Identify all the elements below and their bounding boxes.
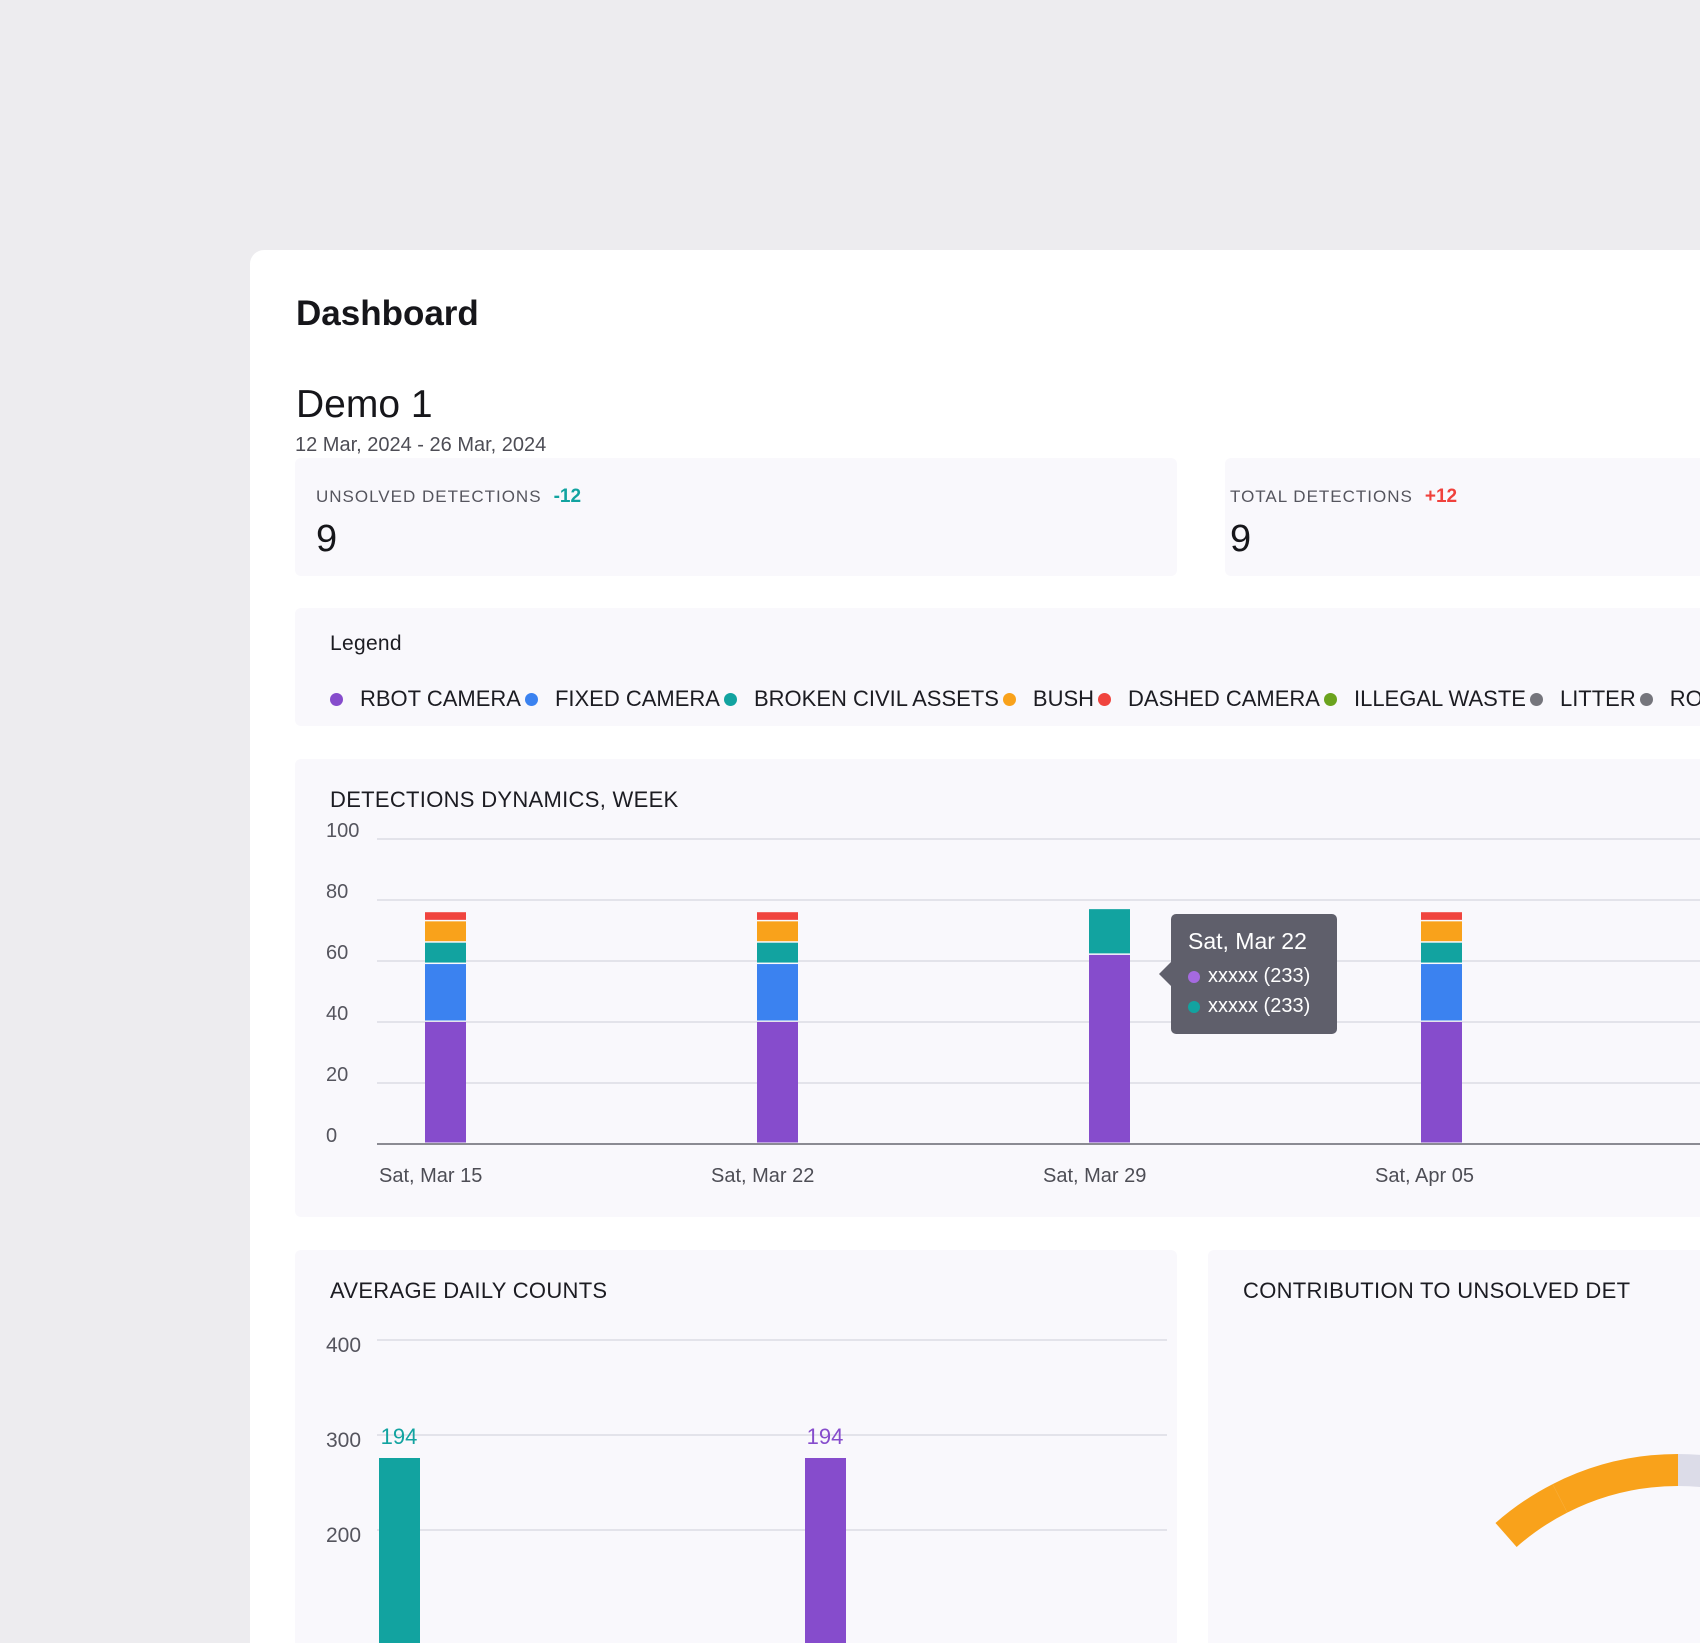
y-tick-label: 100 bbox=[326, 820, 359, 842]
stacked-bar-segment bbox=[1421, 964, 1462, 1021]
legend-label: FIXED CAMERA bbox=[554, 686, 720, 711]
stacked-bar-segment bbox=[757, 912, 798, 920]
bar-data-label: 194 bbox=[807, 1424, 844, 1449]
legend-item: BROKEN CIVIL ASSETS bbox=[723, 686, 1003, 712]
legend-label: ROAD bbox=[1669, 686, 1700, 711]
donut-segment bbox=[1552, 1454, 1679, 1513]
stacked-bar-segment bbox=[425, 912, 466, 920]
stat-label-text: UNSOLVED DETECTIONS bbox=[316, 487, 542, 506]
stacked-bar-segment bbox=[425, 942, 466, 963]
y-tick-label: 40 bbox=[326, 1003, 348, 1025]
stacked-bar-segment bbox=[1421, 942, 1462, 963]
x-tick-label: Sat, Mar 29 bbox=[1043, 1165, 1146, 1187]
legend-item: ROAD bbox=[1639, 686, 1700, 712]
legend-dot-icon bbox=[1639, 692, 1653, 706]
legend-list: RBOT CAMERA FIXED CAMERA BROKEN CIVIL ASSE… bbox=[330, 686, 1700, 712]
x-tick-label: Sat, Apr 05 bbox=[1375, 1165, 1474, 1187]
stacked-bar-segment bbox=[1421, 921, 1462, 942]
donut-segment bbox=[1495, 1484, 1568, 1548]
stacked-bar-segment bbox=[1089, 954, 1130, 1143]
donut-segment bbox=[1677, 1454, 1700, 1488]
x-tick-label: Sat, Mar 15 bbox=[379, 1165, 482, 1187]
y-tick-label: 200 bbox=[326, 1524, 361, 1547]
stacked-bar-segment bbox=[757, 964, 798, 1021]
legend-dot-icon bbox=[1323, 692, 1337, 706]
y-tick-label: 20 bbox=[326, 1064, 348, 1086]
stacked-bar-segment bbox=[1089, 909, 1130, 954]
legend-dot-icon bbox=[723, 692, 737, 706]
stacked-bar-segment bbox=[1421, 912, 1462, 920]
stacked-bar-segment bbox=[1421, 1022, 1462, 1143]
chart-title: CONTRIBUTION TO UNSOLVED DET bbox=[1243, 1278, 1631, 1303]
tooltip-title: Sat, Mar 22 bbox=[1188, 928, 1307, 954]
y-tick-label: 60 bbox=[326, 942, 348, 964]
contribution-donut-chart bbox=[1495, 1454, 1700, 1548]
legend-label: RBOT CAMERA bbox=[360, 686, 521, 711]
y-tick-label: 300 bbox=[326, 1429, 361, 1452]
stacked-bar-segment bbox=[425, 964, 466, 1021]
stacked-bar-segment bbox=[425, 1022, 466, 1143]
legend-item: RBOT CAMERA bbox=[330, 686, 525, 712]
y-tick-label: 0 bbox=[326, 1125, 337, 1147]
stacked-bar-segment bbox=[757, 1022, 798, 1143]
tooltip-dot bbox=[1188, 970, 1200, 983]
legend-title: Legend bbox=[330, 632, 402, 655]
stat-label: UNSOLVED DETECTIONS -12 bbox=[316, 486, 581, 508]
legend-label: LITTER bbox=[1559, 686, 1636, 711]
contribution-card: CONTRIBUTION TO UNSOLVED DET bbox=[1208, 1250, 1700, 1643]
bar-data-label: 194 bbox=[381, 1424, 418, 1449]
stacked-bar-segment bbox=[757, 942, 798, 963]
legend-label: ILLEGAL WASTE bbox=[1353, 686, 1526, 711]
legend-label: BUSH bbox=[1032, 686, 1095, 711]
legend-dot-icon bbox=[1002, 692, 1016, 706]
stacked-bar-segment bbox=[425, 921, 466, 942]
y-tick-label: 80 bbox=[326, 881, 348, 903]
tooltip-row: xxxxx (233) bbox=[1188, 995, 1320, 1018]
legend-dot-icon bbox=[330, 692, 343, 706]
stat-value: 9 bbox=[316, 518, 338, 560]
average-daily-counts-chart: 400 300 200 194 194 bbox=[326, 1334, 1167, 1643]
stat-delta: -12 bbox=[553, 486, 582, 507]
bar bbox=[379, 1458, 420, 1643]
dashboard-panel: Dashboard Demo 1 12 Mar, 2024 - 26 Mar, … bbox=[250, 250, 1700, 1643]
tooltip-row-text: xxxxx (233) bbox=[1208, 995, 1311, 1017]
stat-label: TOTAL DETECTIONS +12 bbox=[1230, 486, 1457, 508]
y-tick-label: 400 bbox=[326, 1334, 361, 1357]
page-title: Dashboard bbox=[296, 294, 479, 333]
legend-dot-icon bbox=[1529, 692, 1543, 706]
legend-item: BUSH bbox=[1002, 686, 1098, 712]
chart-title: AVERAGE DAILY COUNTS bbox=[330, 1278, 608, 1303]
total-detections-card: TOTAL DETECTIONS +12 9 bbox=[1225, 458, 1700, 576]
stacked-bar-segment bbox=[757, 921, 798, 942]
legend-item: FIXED CAMERA bbox=[524, 686, 724, 712]
stat-value: 9 bbox=[1230, 518, 1252, 560]
chart-tooltip: Sat, Mar 22 xxxxx (233) xxxxx (233) bbox=[1159, 914, 1337, 1034]
tooltip-row: xxxxx (233) bbox=[1188, 965, 1320, 988]
tooltip-row-text: xxxxx (233) bbox=[1208, 965, 1311, 987]
detections-dynamics-card: DETECTIONS DYNAMICS, WEEK 100 80 60 40 20 0 Sa… bbox=[295, 759, 1700, 1217]
tooltip-dot bbox=[1188, 1000, 1200, 1013]
legend-dot-icon bbox=[524, 692, 538, 706]
stat-delta: +12 bbox=[1424, 486, 1458, 507]
legend-label: DASHED CAMERA bbox=[1128, 686, 1320, 711]
legend-item: LITTER bbox=[1529, 686, 1640, 712]
legend-dot-icon bbox=[1098, 692, 1112, 706]
legend-card: Legend RBOT CAMERA FIXED CAMERA BROKEN CIV… bbox=[295, 608, 1700, 726]
unsolved-detections-card: UNSOLVED DETECTIONS -12 9 bbox=[295, 458, 1177, 576]
average-daily-counts-card: AVERAGE DAILY COUNTS 400 300 200 194 194 bbox=[295, 1250, 1177, 1643]
project-name: Demo 1 bbox=[296, 383, 433, 426]
legend-item: ILLEGAL WASTE bbox=[1323, 686, 1530, 712]
legend-item: DASHED CAMERA bbox=[1098, 686, 1324, 712]
date-range: 12 Mar, 2024 - 26 Mar, 2024 bbox=[295, 434, 547, 456]
stat-label-text: TOTAL DETECTIONS bbox=[1230, 487, 1413, 506]
chart-title: DETECTIONS DYNAMICS, WEEK bbox=[330, 787, 679, 812]
legend-label: BROKEN CIVIL ASSETS bbox=[753, 686, 999, 711]
x-tick-label: Sat, Mar 22 bbox=[711, 1165, 814, 1187]
bar bbox=[805, 1458, 846, 1643]
